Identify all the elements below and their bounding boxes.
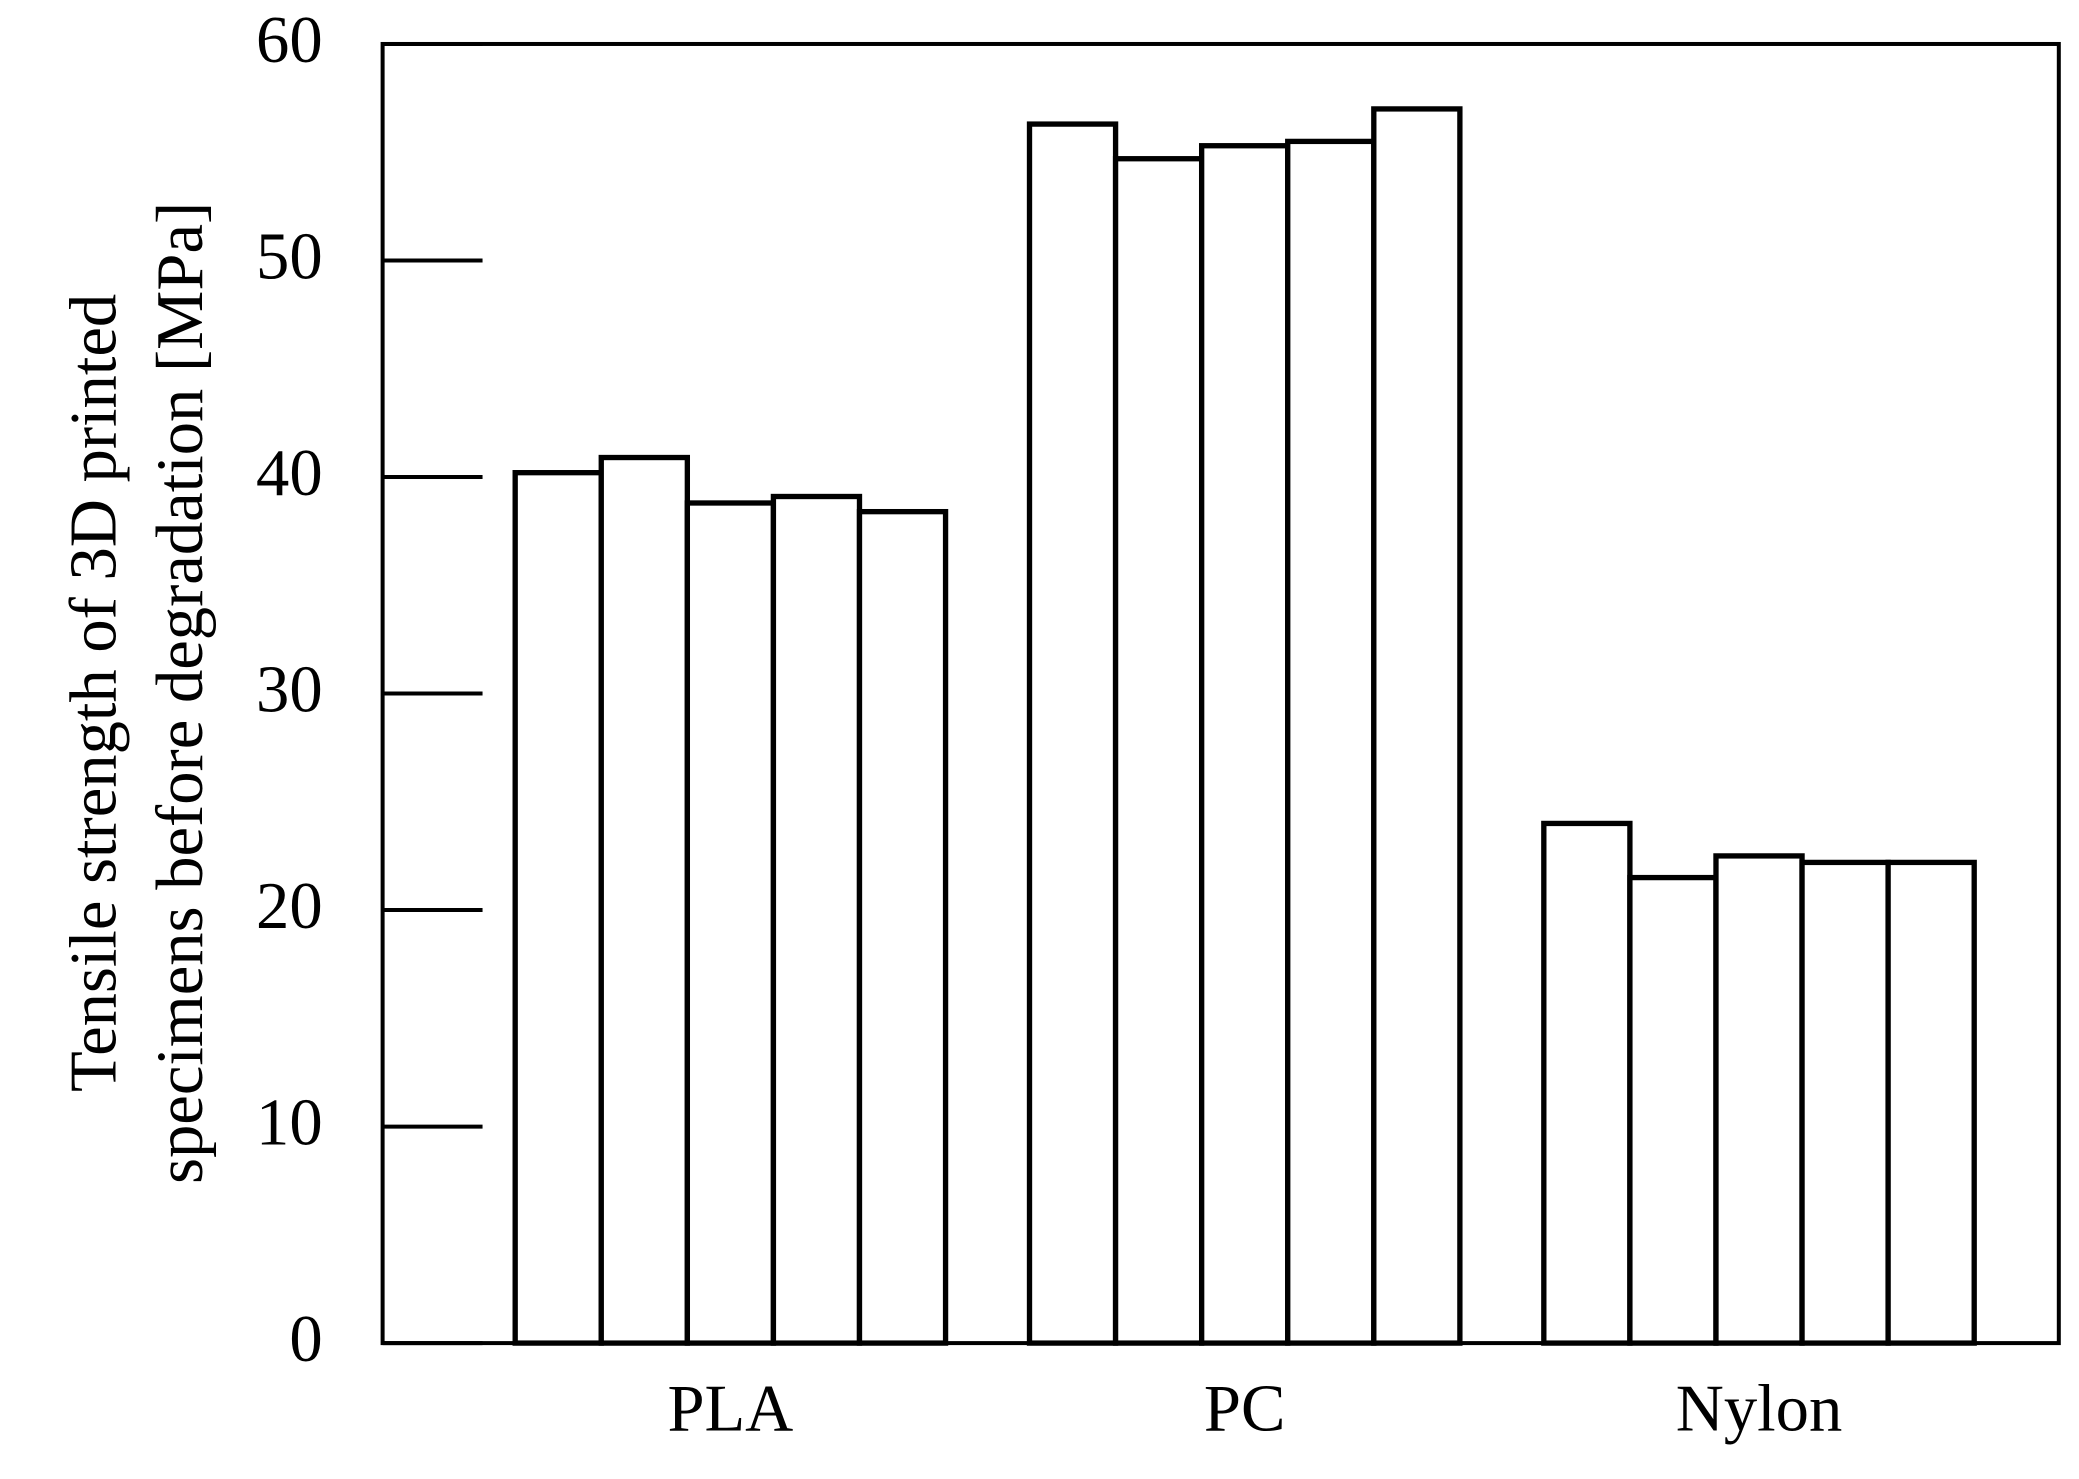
y-axis-label: Tensile strength of 3D printed (57, 294, 130, 1092)
bar (1285, 138, 1377, 1346)
y-tick-label: 60 (256, 4, 323, 77)
bar (856, 508, 949, 1346)
bar (1885, 859, 1977, 1346)
y-tick-label: 40 (256, 437, 323, 510)
x-tick-label: PLA (667, 1372, 793, 1445)
bar (770, 493, 863, 1346)
plot-frame (380, 41, 2061, 1346)
bar (1713, 853, 1805, 1346)
bar (1799, 859, 1891, 1346)
y-tick-label: 30 (256, 653, 323, 726)
x-tick-label: PC (1204, 1372, 1285, 1445)
y-tick-label: 0 (289, 1303, 322, 1376)
bar (1541, 820, 1633, 1346)
y-tick-label: 50 (256, 220, 323, 293)
y-tick-label: 20 (256, 870, 323, 943)
y-tick-label: 10 (256, 1087, 323, 1160)
bar (598, 454, 691, 1346)
bar (1198, 143, 1291, 1346)
bar (1112, 156, 1205, 1346)
bar (1371, 106, 1463, 1346)
x-tick-label: Nylon (1676, 1372, 1843, 1445)
bar (1627, 874, 1719, 1346)
bar (512, 470, 604, 1346)
bar (684, 500, 777, 1346)
bar (1026, 121, 1119, 1346)
y-axis-label: specimens before degradation [MPa] (144, 202, 217, 1184)
